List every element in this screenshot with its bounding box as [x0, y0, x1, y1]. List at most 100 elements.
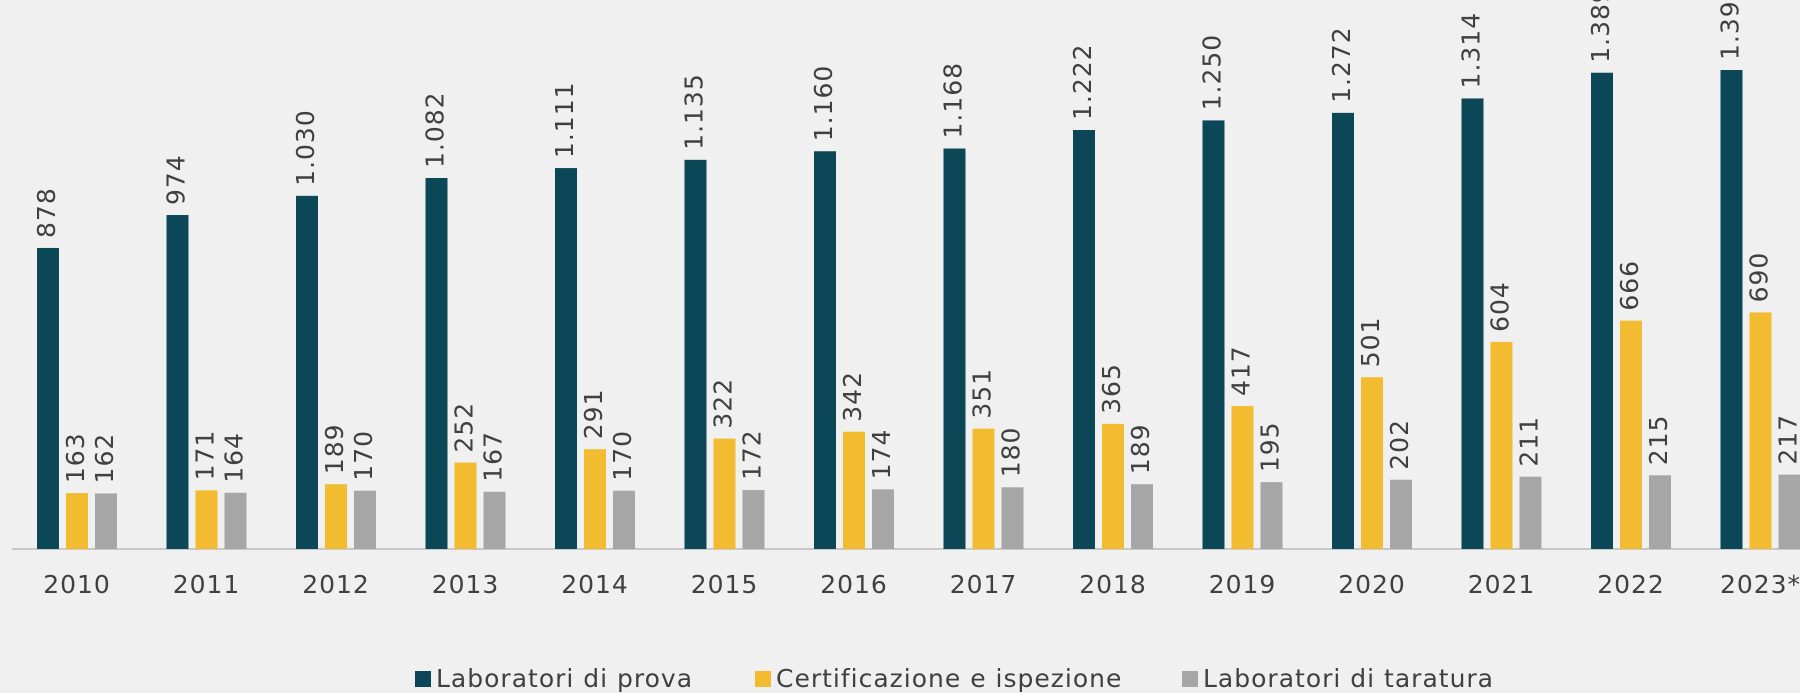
- data-label: 174: [867, 429, 896, 480]
- data-label: 1.168: [939, 62, 968, 139]
- data-label: 215: [1644, 415, 1673, 466]
- x-tick-label: 2020: [1338, 570, 1406, 599]
- bar: [66, 493, 88, 549]
- bar: [354, 490, 376, 549]
- bar: [1390, 479, 1412, 549]
- data-label: 291: [579, 389, 608, 440]
- bar: [166, 215, 189, 549]
- x-tick-label: 2015: [691, 570, 759, 599]
- bar: [1332, 112, 1354, 549]
- data-label: 1.135: [680, 73, 709, 150]
- data-label: 1.389: [1586, 0, 1615, 63]
- data-label: 1.030: [291, 109, 320, 186]
- data-label: 211: [1515, 416, 1544, 467]
- bar: [1461, 98, 1484, 550]
- bar: [1720, 70, 1743, 549]
- data-label: 189: [320, 423, 349, 474]
- data-label: 1.111: [550, 81, 579, 158]
- data-label: 1.160: [809, 65, 838, 142]
- data-label: 1.222: [1068, 43, 1097, 120]
- x-tick-label: 2010: [43, 570, 111, 599]
- x-tick-label: 2019: [1209, 570, 1277, 599]
- bar: [742, 490, 765, 549]
- legend-swatch: [415, 671, 431, 687]
- bar: [454, 462, 477, 549]
- x-tick-label: 2014: [561, 570, 629, 599]
- data-label: 217: [1774, 414, 1800, 465]
- x-tick-label: 2021: [1468, 570, 1536, 599]
- data-label: 1.250: [1198, 34, 1227, 111]
- data-label: 170: [608, 430, 637, 481]
- data-label: 1.272: [1327, 26, 1356, 103]
- legend-label: Laboratori di taratura: [1203, 664, 1494, 693]
- data-label: 167: [479, 431, 508, 482]
- data-label: 342: [838, 371, 867, 422]
- data-label: 417: [1227, 345, 1256, 396]
- data-label: 974: [162, 154, 191, 205]
- bar: [872, 489, 894, 549]
- x-tick-label: 2013: [432, 570, 500, 599]
- bar: [713, 438, 736, 549]
- bar: [1073, 130, 1095, 549]
- bar: [1131, 484, 1153, 549]
- bar: [613, 490, 635, 549]
- bar: [224, 492, 247, 549]
- x-tick-label: 2022: [1597, 570, 1665, 599]
- x-tick-label: 2012: [302, 570, 370, 599]
- bar: [555, 168, 577, 549]
- data-label: 195: [1256, 421, 1285, 472]
- bar: [943, 148, 966, 549]
- x-tick-label: 2023*: [1720, 570, 1800, 599]
- bar: [972, 428, 995, 549]
- legend-swatch: [755, 671, 771, 687]
- bar: [584, 449, 606, 549]
- bar: [1001, 487, 1024, 549]
- data-label: 690: [1745, 252, 1774, 303]
- bar: [1490, 341, 1513, 549]
- legend-label: Certificazione e ispezione: [776, 664, 1122, 693]
- x-tick-label: 2018: [1079, 570, 1147, 599]
- bar: [1260, 482, 1283, 549]
- bar: [483, 491, 506, 549]
- data-label: 501: [1356, 316, 1385, 367]
- bar: [843, 431, 865, 549]
- data-label: 162: [90, 433, 119, 484]
- bar: [1202, 120, 1225, 549]
- data-label: 163: [61, 432, 90, 483]
- bar: [425, 178, 448, 549]
- bar: [1102, 423, 1124, 549]
- data-label: 164: [220, 432, 249, 483]
- data-label: 878: [32, 187, 61, 238]
- legend-swatch: [1182, 671, 1198, 687]
- bar: [1749, 312, 1772, 549]
- data-label: 171: [191, 430, 220, 481]
- bar: [95, 493, 117, 549]
- data-label: 351: [968, 368, 997, 419]
- data-label: 666: [1615, 260, 1644, 311]
- bar: [1649, 475, 1671, 549]
- data-label: 189: [1126, 423, 1155, 474]
- data-label: 322: [709, 378, 738, 429]
- x-tick-label: 2011: [173, 570, 241, 599]
- bar: [1620, 320, 1642, 549]
- data-label: 172: [738, 429, 767, 480]
- bar: [1591, 72, 1613, 550]
- data-label: 1.082: [421, 91, 450, 168]
- bar: [814, 151, 836, 549]
- bar: [195, 490, 218, 549]
- bar: [37, 247, 59, 549]
- bar: [296, 195, 318, 550]
- legend-label: Laboratori di prova: [436, 664, 693, 693]
- bar: [1231, 406, 1254, 549]
- data-label: 1.314: [1457, 12, 1486, 89]
- data-label: 604: [1486, 281, 1515, 332]
- data-label: 202: [1385, 419, 1414, 470]
- bar: [1778, 474, 1800, 549]
- x-tick-label: 2016: [820, 570, 888, 599]
- bar: [684, 159, 707, 549]
- data-label: 1.397: [1716, 0, 1745, 60]
- data-label: 252: [450, 402, 479, 453]
- data-label: 180: [997, 427, 1026, 478]
- x-tick-label: 2017: [950, 570, 1018, 599]
